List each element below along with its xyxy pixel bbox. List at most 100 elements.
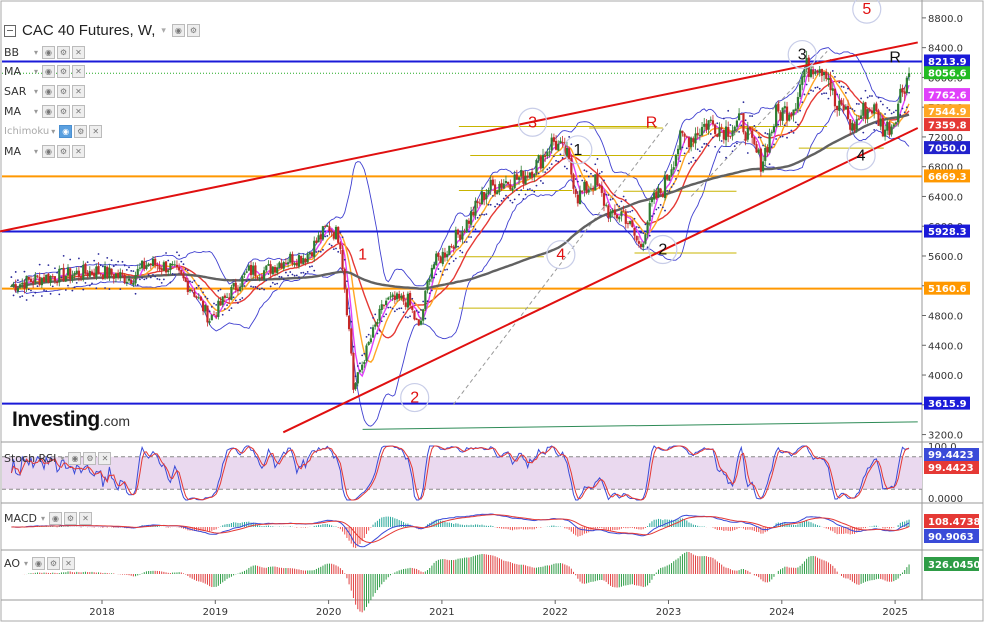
settings-icon[interactable]: ⚙ [186, 24, 200, 37]
eye-icon[interactable]: ◉ [171, 24, 185, 37]
collapse-icon[interactable] [4, 24, 16, 37]
sar-dot [67, 284, 69, 287]
chevron-down-icon[interactable]: ▾ [34, 106, 39, 116]
settings-icon[interactable]: ⚙ [57, 104, 71, 118]
close-icon[interactable]: ✕ [79, 512, 92, 525]
candle-body [666, 174, 669, 180]
eye-icon[interactable]: ◉ [42, 104, 56, 118]
eye-icon[interactable]: ◉ [42, 65, 56, 79]
close-icon[interactable]: ✕ [72, 85, 86, 99]
sar-dot [206, 297, 209, 300]
chevron-down-icon[interactable]: ▾ [51, 126, 56, 136]
candle-body [245, 271, 248, 273]
candle-body [589, 188, 593, 190]
sar-dot [428, 292, 431, 295]
candle-body [870, 110, 874, 114]
candle-body [879, 118, 882, 127]
candle-body [504, 181, 508, 183]
sar-dot [121, 260, 124, 263]
indicator-row[interactable]: MA ▾ ◉ ⚙ ✕ [4, 142, 87, 160]
close-icon[interactable]: ✕ [62, 557, 76, 570]
chevron-down-icon[interactable]: ▾ [34, 87, 39, 97]
settings-icon[interactable]: ⚙ [64, 512, 77, 525]
sar-dot [217, 289, 220, 292]
indicator-row[interactable]: MA ▾ ◉ ⚙ ✕ [4, 102, 87, 120]
settings-icon[interactable]: ⚙ [57, 85, 71, 99]
eye-icon[interactable]: ◉ [42, 85, 56, 99]
eye-icon[interactable]: ◉ [49, 512, 62, 525]
stoch-tick-label: 100.0 [928, 442, 957, 453]
candle-body [21, 282, 24, 285]
candle-body [93, 273, 96, 277]
sar-dot [36, 285, 39, 288]
indicator-name: SAR [4, 85, 27, 99]
sar-dot [783, 124, 786, 127]
settings-icon[interactable]: ⚙ [74, 124, 88, 138]
sar-dot [252, 286, 255, 288]
candle-body [402, 294, 405, 302]
candle-body [907, 73, 911, 78]
sar-dot [433, 276, 435, 279]
chevron-down-icon[interactable]: ▾ [60, 454, 65, 463]
settings-icon[interactable]: ⚙ [83, 452, 97, 465]
sar-dot [873, 128, 876, 131]
eye-icon[interactable]: ◉ [68, 452, 82, 465]
sar-dot [816, 86, 819, 89]
sar-dot [95, 287, 98, 290]
eye-icon[interactable]: ◉ [32, 557, 46, 570]
eye-icon[interactable]: ◉ [59, 124, 73, 138]
settings-icon[interactable]: ⚙ [57, 144, 71, 158]
candle-body [690, 137, 693, 148]
close-icon[interactable]: ✕ [72, 104, 86, 118]
indicator-row[interactable]: MA ▾ ◉ ⚙ ✕ [4, 63, 87, 81]
close-icon[interactable]: ✕ [89, 124, 103, 138]
candle-body [106, 266, 109, 278]
candle-body [398, 293, 401, 299]
candle-body [792, 109, 795, 116]
sar-dot [430, 289, 433, 292]
settings-icon[interactable]: ⚙ [47, 557, 61, 570]
wave-label: R [889, 50, 901, 67]
candle-body [110, 268, 113, 275]
chevron-down-icon[interactable]: ▾ [40, 514, 45, 523]
candle-body [125, 281, 128, 284]
close-icon[interactable]: ✕ [98, 452, 112, 465]
indicator-row[interactable]: Ichimoku ▾ ◉ ⚙ ✕ [4, 122, 104, 140]
close-icon[interactable]: ✕ [72, 144, 86, 158]
sar-dot [136, 283, 139, 286]
eye-icon[interactable]: ◉ [42, 144, 56, 158]
sar-dot [125, 269, 128, 271]
sar-dot [21, 295, 24, 298]
candle-body [199, 296, 203, 301]
indicator-row[interactable]: BB ▾ ◉ ⚙ ✕ [4, 43, 87, 61]
candle-body [903, 91, 906, 94]
sar-dot [295, 274, 298, 277]
chevron-down-icon[interactable]: ▾ [24, 559, 29, 568]
close-icon[interactable]: ✕ [72, 45, 86, 59]
sar-dot [866, 96, 869, 99]
candle-body [319, 234, 322, 240]
y-tick-label: 7200.0 [928, 133, 963, 144]
candle-body [570, 158, 573, 175]
chevron-down-icon[interactable]: ▾ [34, 146, 39, 156]
sar-dot [404, 316, 407, 318]
candle-body [289, 253, 292, 263]
chevron-down-icon[interactable]: ▾ [34, 67, 39, 77]
indicator-row[interactable]: SAR ▾ ◉ ⚙ ✕ [4, 83, 87, 101]
sar-dot [463, 241, 466, 243]
chevron-down-icon[interactable]: ▾ [34, 47, 39, 57]
sar-dot [208, 310, 211, 313]
y-tick-label: 8400.0 [928, 44, 963, 55]
settings-icon[interactable]: ⚙ [57, 65, 71, 79]
candle-body [256, 277, 259, 279]
sar-dot [19, 296, 21, 298]
stoch-rsi-pane: 100.0 0.0000 99.4423 99.4423 [2, 442, 979, 505]
candle-body [502, 183, 505, 189]
candle-body [631, 220, 634, 228]
settings-icon[interactable]: ⚙ [57, 45, 71, 59]
close-icon[interactable]: ✕ [72, 65, 86, 79]
eye-icon[interactable]: ◉ [42, 45, 56, 59]
chevron-down-icon[interactable]: ▾ [161, 25, 166, 35]
candle-body [284, 262, 287, 264]
